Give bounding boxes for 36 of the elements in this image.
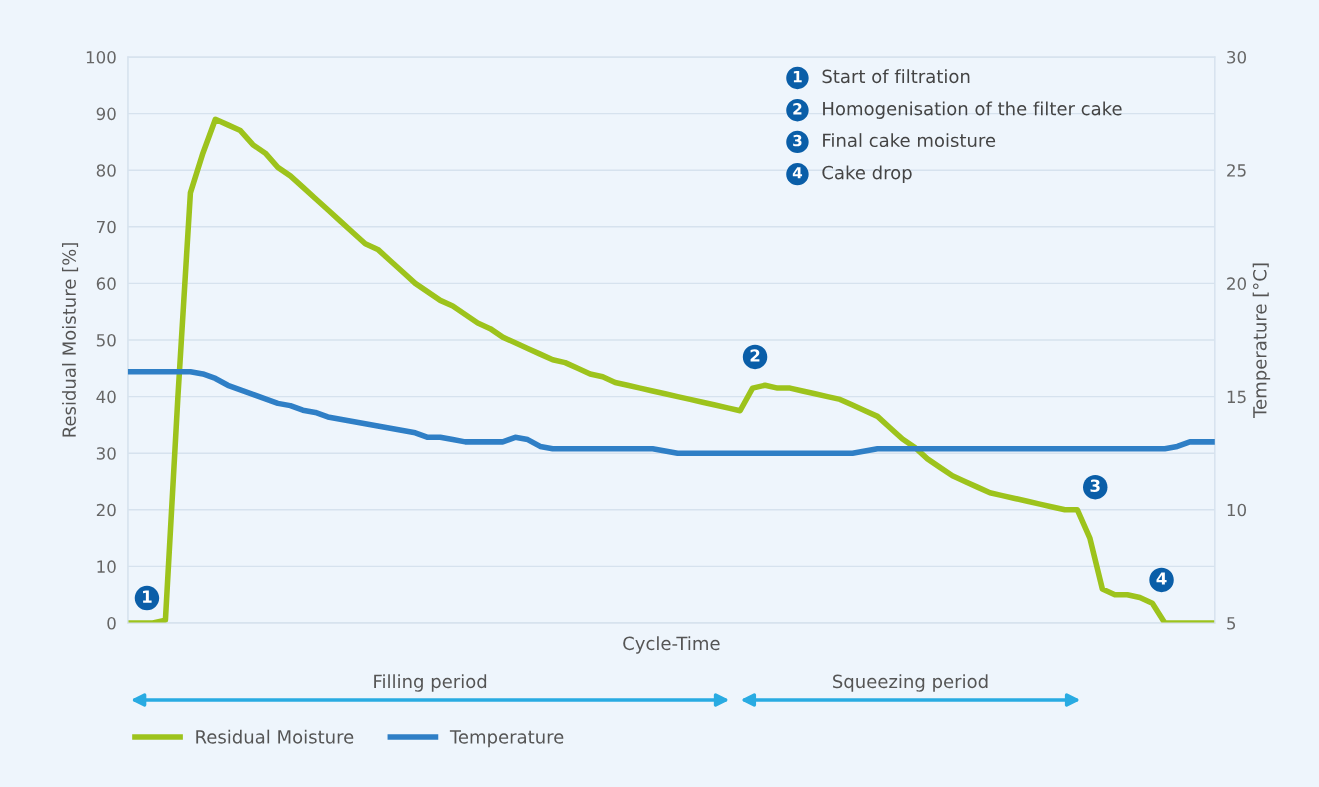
legend-label: Residual Moisture <box>196 729 354 744</box>
y-tick-label: 40 <box>96 390 116 404</box>
y2-tick-label: 10 <box>1227 503 1247 517</box>
text: 1 <box>143 590 152 603</box>
y-tick-label: 0 <box>107 616 116 630</box>
annotation: Final cake moisture <box>823 133 996 148</box>
y-axis-title: Residual Moisture [%] <box>61 243 79 437</box>
y-tick-label: 10 <box>97 560 116 573</box>
y-tick-label: 20 <box>96 503 116 517</box>
y-tick-label: 80 <box>96 164 116 177</box>
y2-axis-title: Temperature [°C] <box>1252 263 1271 418</box>
annotation: Cake drop <box>822 165 912 183</box>
y2-tick-label: 15 <box>1227 390 1246 404</box>
annotation: Homogenisation of the filter cake <box>823 101 1122 119</box>
y-tick-label: 70 <box>96 220 116 234</box>
text: 3 <box>1090 479 1100 492</box>
y-tick-label: 90 <box>96 107 116 121</box>
y-tick-label: 60 <box>96 277 116 290</box>
y2-tick-label: 20 <box>1227 277 1247 290</box>
legend-label: Temperature <box>449 730 564 748</box>
annotation: 2 <box>793 103 802 115</box>
y2-tick-label: 25 <box>1227 164 1246 177</box>
text: Squeezing period <box>833 674 988 692</box>
y2-tick-label: 30 <box>1227 50 1247 64</box>
annotation: Start of filtration <box>822 69 970 84</box>
x-axis-title: Cycle-Time <box>623 636 720 654</box>
y-tick-label: 100 <box>86 50 116 64</box>
annotation: 3 <box>793 134 802 147</box>
annotation: 1 <box>793 71 802 83</box>
text: 4 <box>1156 572 1167 585</box>
y-tick-label: 30 <box>96 447 116 460</box>
y2-tick-label: 5 <box>1227 617 1236 630</box>
text: 2 <box>750 349 760 362</box>
text: Filling period <box>374 674 487 692</box>
annotation: 4 <box>792 167 803 179</box>
y-tick-label: 50 <box>96 333 116 347</box>
